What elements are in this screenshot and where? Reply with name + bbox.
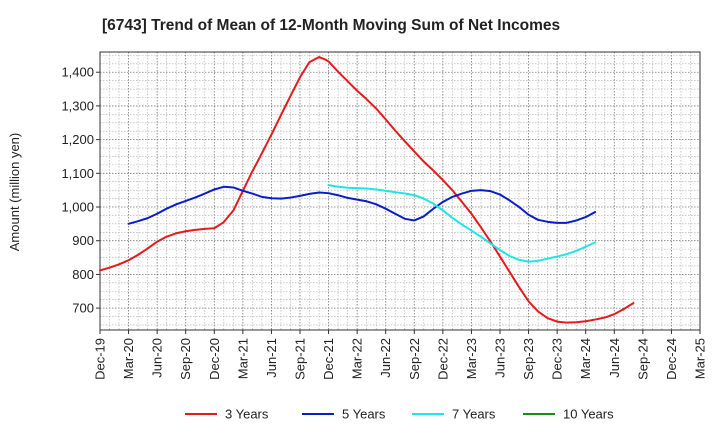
x-tick-label: Sep-24 <box>635 338 650 380</box>
x-tick-label: Dec-20 <box>207 338 222 380</box>
x-tick-label: Jun-22 <box>378 338 393 378</box>
x-tick-label: Sep-20 <box>178 338 193 380</box>
x-tick-label: Mar-21 <box>235 338 250 379</box>
x-tick-label: Dec-23 <box>550 338 565 380</box>
x-tick-label: Sep-22 <box>407 338 422 380</box>
x-tick-label: Jun-24 <box>607 338 622 378</box>
plot-area <box>99 51 701 331</box>
legend-label-10-years: 10 Years <box>563 407 614 422</box>
x-tick-label: Jun-21 <box>264 338 279 378</box>
x-tick-label: Mar-20 <box>121 338 136 379</box>
y-tick-label: 1,200 <box>61 132 94 147</box>
y-axis-label: Amount (million yen) <box>7 133 22 252</box>
series-line-7-years <box>327 184 597 263</box>
legend-label-7-years: 7 Years <box>452 407 496 422</box>
legend-label-3-years: 3 Years <box>225 407 269 422</box>
y-tick-label: 1,000 <box>61 200 94 215</box>
y-axis-ticks: 700 800 900 1,000 1,100 1,200 1,300 1,400 <box>61 65 100 316</box>
series-line-3-years <box>99 56 635 324</box>
x-tick-label: Mar-24 <box>578 338 593 379</box>
plot-background <box>100 52 700 330</box>
y-tick-label: 1,100 <box>61 166 94 181</box>
y-tick-label: 900 <box>72 233 94 248</box>
legend-label-5-years: 5 Years <box>342 407 386 422</box>
y-tick-label: 1,300 <box>61 98 94 113</box>
x-tick-label: Mar-22 <box>350 338 365 379</box>
legend: 3 Years 5 Years 7 Years 10 Years <box>185 407 614 422</box>
y-tick-label: 800 <box>72 267 94 282</box>
y-tick-label: 1,400 <box>61 65 94 80</box>
chart-title: [6743] Trend of Mean of 12-Month Moving … <box>102 17 560 34</box>
series-lines <box>99 56 635 324</box>
x-axis-ticks: Dec-19 Mar-20 Jun-20 Sep-20 Dec-20 Mar-21 Jun-… <box>93 330 708 380</box>
series-line-5-years <box>127 185 597 225</box>
x-tick-label: Dec-24 <box>664 338 679 380</box>
x-tick-label: Sep-23 <box>521 338 536 380</box>
x-tick-label: Jun-20 <box>150 338 165 378</box>
x-tick-label: Sep-21 <box>293 338 308 380</box>
x-tick-label: Dec-19 <box>93 338 108 380</box>
x-tick-label: Mar-23 <box>464 338 479 379</box>
x-tick-label: Mar-25 <box>693 338 708 379</box>
y-tick-label: 700 <box>72 301 94 316</box>
x-tick-label: Dec-22 <box>435 338 450 380</box>
x-tick-label: Dec-21 <box>321 338 336 380</box>
plot-frame <box>99 51 701 331</box>
x-tick-label: Jun-23 <box>493 338 508 378</box>
